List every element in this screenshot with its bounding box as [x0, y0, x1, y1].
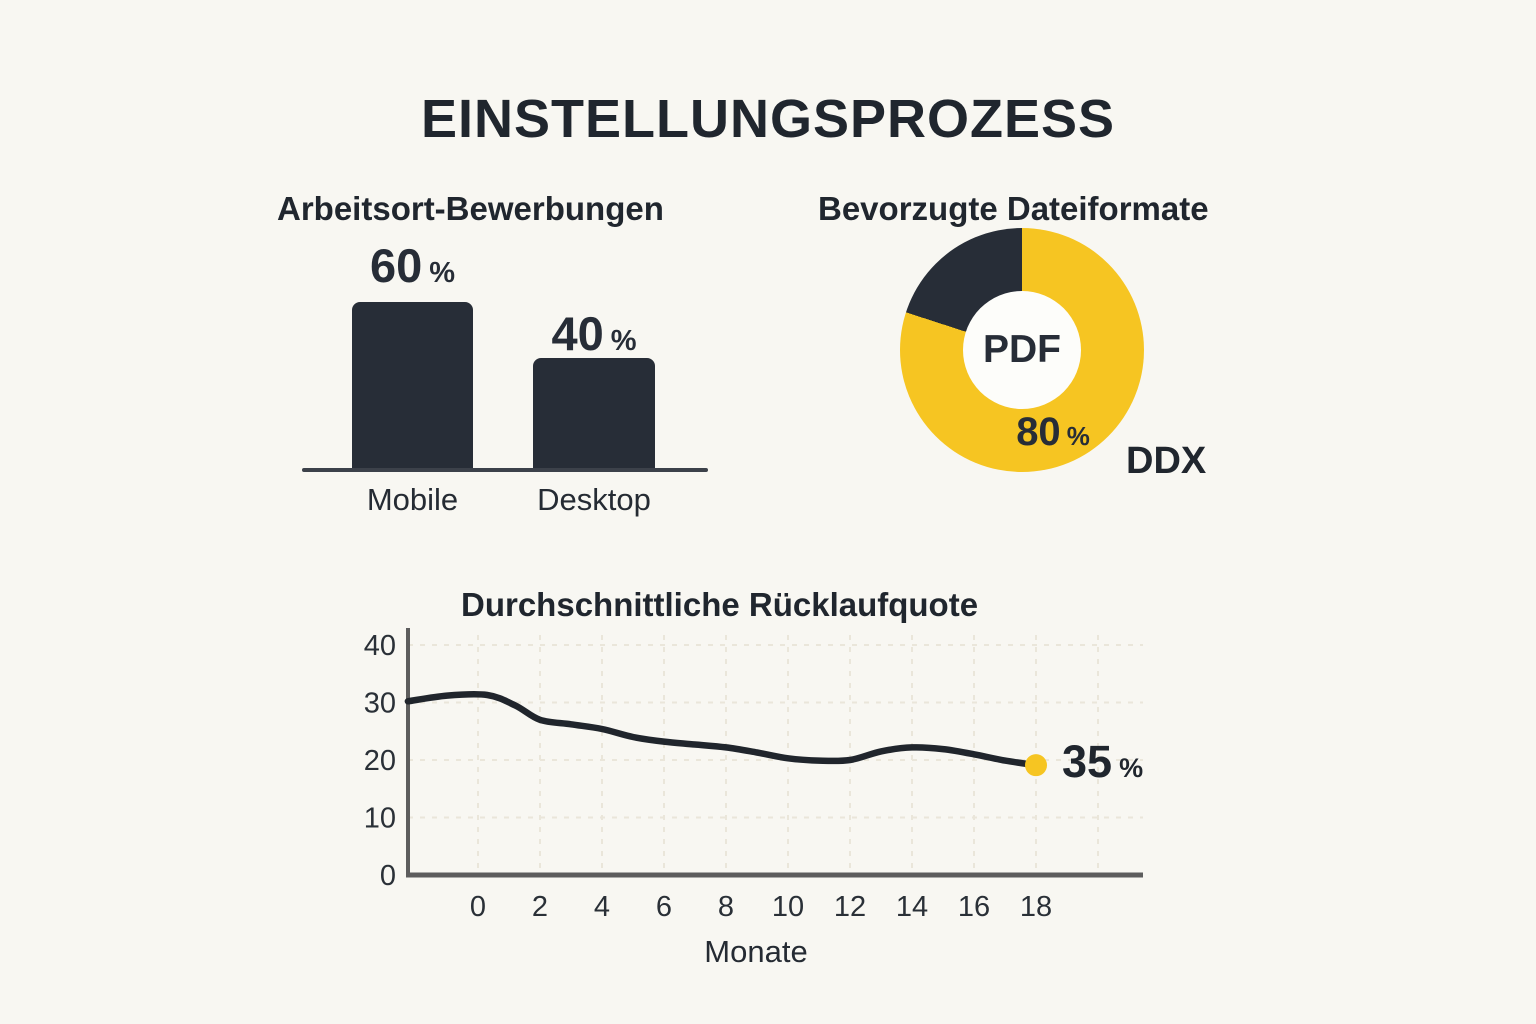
line-end-label: 35 % — [1062, 736, 1143, 788]
donut-value-unit: % — [1066, 421, 1090, 451]
donut-value-number: 80 — [1016, 410, 1061, 454]
line-end-number: 35 — [1062, 736, 1113, 787]
line-chart-plot: 0 10 20 30 40 0 2 4 6 8 10 12 14 16 18 — [364, 628, 1143, 920]
bar-mobile — [352, 302, 473, 470]
donut-chart-title: Bevorzugte Dateiformate — [818, 190, 1209, 228]
svg-text:18: 18 — [1020, 891, 1052, 920]
bar-value-mobile-number: 60 — [369, 239, 423, 292]
donut-ring: PDF — [900, 228, 1144, 472]
svg-text:0: 0 — [380, 860, 396, 892]
bar-chart-baseline — [302, 468, 708, 472]
svg-text:30: 30 — [364, 688, 396, 720]
page-title: EINSTELLUNGSPROZESS — [420, 89, 1116, 150]
svg-text:2: 2 — [532, 891, 548, 920]
line-chart-title: Durchschnittliche Rücklaufquote — [461, 586, 979, 624]
svg-text:10: 10 — [364, 803, 396, 835]
bar-chart-title: Arbeitsort-Bewerbungen — [277, 190, 664, 228]
svg-text:14: 14 — [896, 891, 928, 920]
bar-desktop — [533, 358, 655, 470]
svg-text:10: 10 — [772, 891, 804, 920]
bar-value-desktop: 40 % — [533, 306, 655, 361]
donut-value-label: 80 % — [1013, 410, 1093, 455]
x-axis-title: Monate — [704, 934, 808, 969]
donut-slice-label: DDX — [1126, 440, 1207, 482]
svg-text:4: 4 — [594, 891, 610, 920]
donut-center-label: PDF — [983, 328, 1061, 371]
bar-category-desktop: Desktop — [537, 482, 651, 517]
bar-value-desktop-unit: % — [610, 325, 637, 357]
donut-hole: PDF — [963, 291, 1081, 409]
bar-value-desktop-number: 40 — [551, 307, 604, 360]
svg-text:12: 12 — [834, 891, 866, 920]
bar-value-mobile: 60 % — [352, 238, 473, 293]
svg-text:20: 20 — [364, 745, 396, 777]
bar-category-mobile: Mobile — [366, 482, 459, 517]
line-end-unit: % — [1119, 753, 1144, 783]
svg-text:0: 0 — [470, 891, 486, 920]
svg-text:8: 8 — [718, 891, 734, 920]
bar-value-mobile-unit: % — [429, 257, 456, 289]
svg-text:16: 16 — [958, 891, 990, 920]
svg-text:6: 6 — [656, 891, 672, 920]
svg-text:40: 40 — [364, 630, 396, 662]
